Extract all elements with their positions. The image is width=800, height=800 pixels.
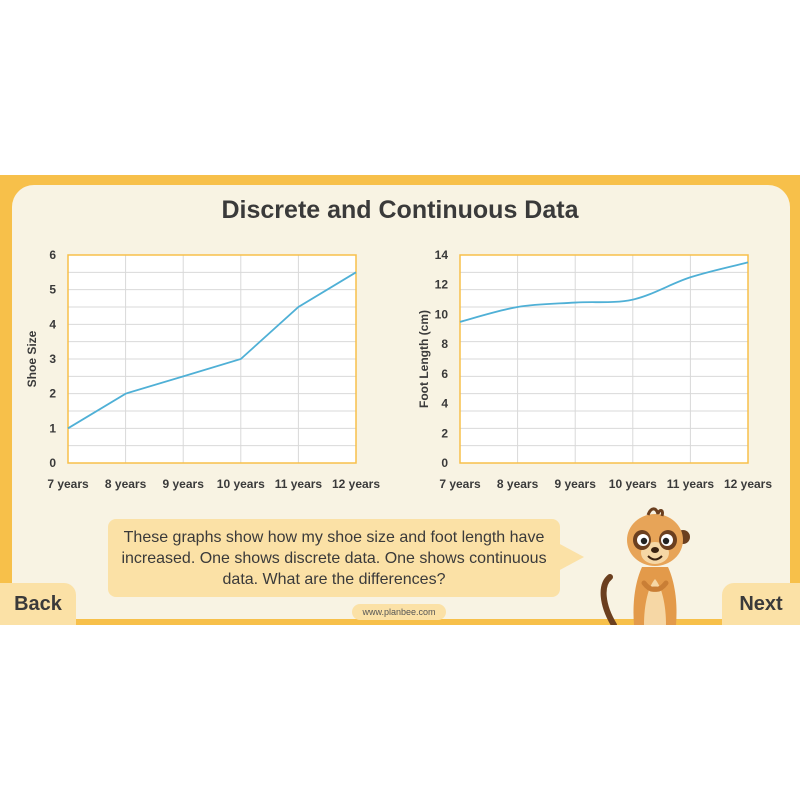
x-tick-label: 11 years (275, 477, 323, 491)
x-tick-label: 12 years (332, 477, 380, 491)
y-axis-label: Shoe Size (25, 330, 39, 387)
y-axis-label: Foot Length (cm) (417, 310, 431, 408)
next-button[interactable]: Next (722, 583, 800, 625)
x-tick-label: 11 years (667, 477, 715, 491)
x-tick-label: 9 years (163, 477, 205, 491)
series-line (67, 271, 357, 430)
series-line (459, 261, 749, 323)
y-tick-label: 3 (49, 352, 56, 366)
y-tick-label: 14 (435, 248, 449, 262)
y-tick-label: 0 (441, 456, 448, 470)
page-title: Discrete and Continuous Data (221, 196, 579, 224)
x-tick-label: 7 years (47, 477, 89, 491)
plot-border (67, 254, 357, 464)
x-tick-label: 7 years (439, 477, 481, 491)
y-tick-label: 6 (49, 248, 56, 262)
y-tick-label: 2 (49, 387, 56, 401)
y-tick-label: 6 (441, 367, 448, 381)
speech-text: These graphs show how my shoe size and f… (121, 529, 547, 588)
x-tick-label: 12 years (724, 477, 772, 491)
y-tick-label: 10 (435, 307, 449, 321)
speech-bubble: These graphs show how my shoe size and f… (108, 519, 560, 597)
y-tick-label: 0 (49, 456, 56, 470)
shoe-size-chart: 0 1 2 3 4 5 6 7 years 8 years 9 years 10 years 11 y… (25, 248, 380, 491)
x-tick-label: 9 years (555, 477, 597, 491)
y-tick-label: 8 (441, 337, 448, 351)
y-tick-label: 4 (49, 317, 56, 331)
x-tick-label: 8 years (497, 477, 539, 491)
y-tick-label: 12 (435, 278, 449, 292)
x-tick-label: 10 years (609, 477, 657, 491)
plot-border (459, 254, 749, 464)
y-tick-label: 2 (441, 426, 448, 440)
x-tick-label: 10 years (217, 477, 265, 491)
y-tick-label: 1 (49, 421, 56, 435)
y-tick-label: 4 (441, 397, 448, 411)
footer-url[interactable]: www.planbee.com (352, 604, 446, 620)
y-tick-label: 5 (49, 283, 56, 297)
speech-bubble-tail (558, 543, 584, 571)
meerkat-icon (600, 507, 690, 625)
back-button[interactable]: Back (0, 583, 76, 625)
x-tick-label: 8 years (105, 477, 147, 491)
foot-length-chart: 0 2 4 6 8 10 12 14 7 years 8 years 9 years 10 years… (417, 248, 772, 491)
